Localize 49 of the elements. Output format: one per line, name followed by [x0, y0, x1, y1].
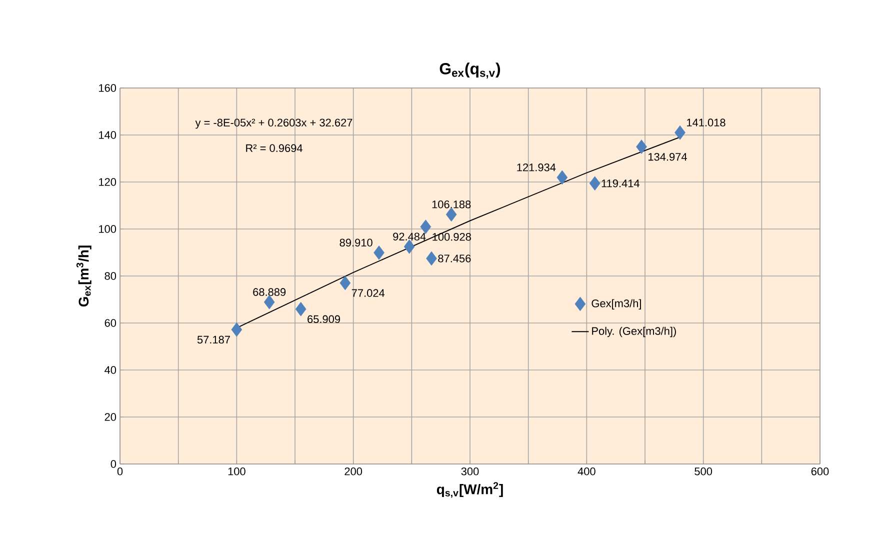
point: [636, 140, 647, 154]
x-tick-label: 0: [117, 468, 123, 476]
chart-title: G$_{ex}$(q$_{s,v}$): [440, 62, 500, 78]
y-tick-label: 40: [104, 366, 116, 374]
x-tick-label: 600: [811, 468, 829, 476]
data-label: 57.187: [197, 336, 230, 344]
x-tick-label: 500: [694, 468, 712, 476]
data-label: 141.018: [687, 118, 726, 126]
x-tick-label: 200: [344, 468, 362, 476]
data-label: 100.928: [432, 232, 471, 241]
point: [426, 251, 437, 266]
point: [420, 220, 432, 234]
data-label: 87.456: [438, 254, 471, 262]
point: [340, 276, 351, 290]
point: [446, 207, 457, 222]
point: [295, 302, 306, 316]
data-label: 77.024: [352, 289, 385, 297]
point: [264, 294, 275, 310]
data-label: 134.974: [648, 152, 687, 161]
x-tick-label: 300: [461, 468, 479, 476]
x-tick-label: 100: [228, 468, 246, 476]
point: [231, 322, 242, 337]
y-tick-label: 0: [110, 460, 116, 468]
y-tick-label: 140: [99, 131, 116, 139]
data-label: 119.414: [602, 179, 640, 188]
y-axis-title: G$_{ex}$[m$^{3}$/h]: [76, 246, 92, 307]
point: [556, 170, 568, 185]
y-tick-label: 60: [104, 319, 116, 327]
y-tick-label: 120: [99, 178, 116, 186]
legend-label: Poly. (Gex[m3/h]): [592, 326, 676, 338]
data-label: 106.188: [432, 200, 471, 208]
data-label: 65.909: [308, 315, 340, 324]
point: [374, 246, 384, 260]
point: [589, 176, 600, 191]
data-label: 121.934: [517, 164, 556, 172]
point: [674, 125, 686, 140]
annotation: y = -8E-05x² + 0.2603x + 32.627: [195, 118, 352, 129]
x-tick-label: 400: [578, 468, 596, 476]
annotation: R² = 0.9694: [246, 144, 302, 152]
data-label: 89.910: [340, 238, 372, 247]
point: [404, 239, 415, 254]
y-tick-label: 20: [104, 413, 116, 421]
y-tick-label: 100: [99, 225, 116, 233]
data-label: 92.484: [393, 232, 426, 240]
x-axis-title: q$_{s,v}$[W/m$^{2}$]: [436, 482, 503, 498]
legend-label: Gex[m3/h]: [592, 299, 641, 310]
y-tick-label: 80: [104, 272, 116, 280]
y-tick-label: 160: [99, 84, 116, 92]
data-label: 68.889: [253, 288, 286, 296]
